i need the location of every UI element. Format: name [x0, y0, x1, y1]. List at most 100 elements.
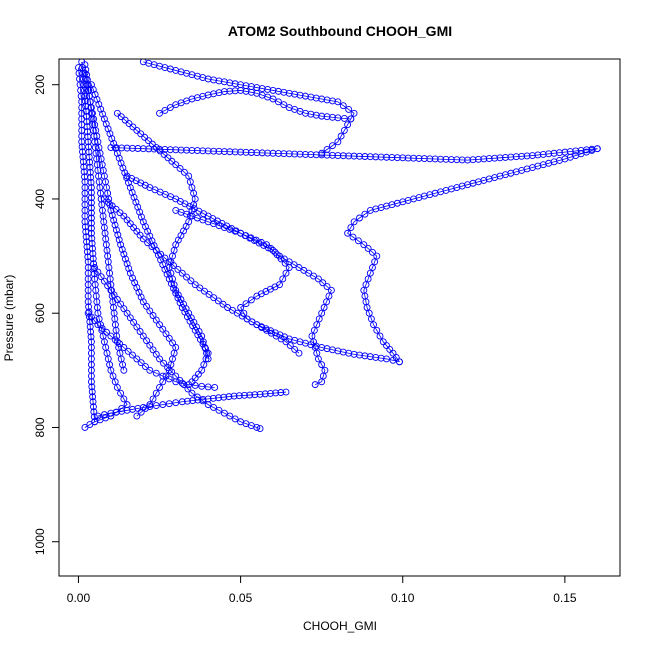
- data-point: [100, 115, 108, 123]
- data-point: [295, 349, 303, 357]
- data-point: [106, 130, 114, 138]
- data-point: [367, 315, 375, 323]
- data-point: [152, 350, 160, 358]
- data-point: [189, 397, 197, 405]
- data-point: [235, 392, 243, 400]
- data-point: [83, 76, 91, 84]
- data-point: [469, 179, 477, 187]
- data-point: [247, 149, 255, 156]
- data-point: [230, 392, 238, 400]
- data-point: [345, 349, 353, 357]
- data-point: [112, 205, 120, 213]
- data-point: [312, 111, 320, 119]
- data-point: [89, 393, 97, 401]
- data-point: [220, 409, 228, 417]
- data-point: [264, 86, 272, 93]
- data-point: [404, 154, 412, 162]
- data-point: [529, 152, 536, 159]
- data-point: [110, 304, 117, 311]
- data-point: [583, 146, 590, 154]
- data-point: [152, 402, 160, 410]
- data-point: [199, 74, 207, 82]
- data-point: [362, 281, 370, 289]
- data-point: [107, 409, 115, 417]
- data-point: [176, 165, 184, 172]
- data-point: [183, 397, 191, 405]
- data-point: [210, 294, 218, 302]
- data-point: [344, 121, 352, 129]
- data-point: [142, 363, 149, 370]
- data-point: [139, 332, 147, 340]
- data-point: [226, 412, 234, 420]
- data-point: [464, 156, 472, 164]
- data-point: [123, 406, 131, 414]
- data-point: [474, 155, 482, 163]
- data-point: [100, 218, 108, 226]
- data-point: [237, 148, 245, 156]
- data-point: [143, 302, 151, 310]
- data-point: [311, 381, 319, 389]
- data-point: [146, 307, 154, 315]
- data-point: [89, 398, 97, 406]
- data-point: [91, 317, 99, 325]
- data-point: [99, 166, 107, 174]
- data-point: [340, 126, 348, 134]
- x-tick-label: 0.15: [553, 591, 577, 605]
- data-point: [182, 305, 190, 313]
- data-point: [106, 361, 114, 369]
- data-point: [191, 281, 199, 289]
- data-point: [203, 349, 211, 357]
- data-point: [323, 96, 331, 104]
- data-point: [112, 408, 120, 416]
- data-point: [124, 347, 132, 355]
- data-point: [220, 78, 228, 86]
- data-point: [396, 358, 403, 366]
- data-point: [285, 264, 293, 271]
- data-point: [313, 349, 321, 357]
- data-point: [215, 77, 223, 85]
- data-point: [87, 104, 95, 112]
- x-tick-label: 0.05: [229, 591, 253, 605]
- data-point: [258, 149, 266, 157]
- data-point: [242, 87, 250, 95]
- data-point: [442, 155, 450, 163]
- data-point: [118, 245, 126, 253]
- data-point: [136, 328, 144, 335]
- data-point: [167, 193, 175, 201]
- data-point: [104, 125, 112, 133]
- data-point: [136, 231, 144, 239]
- data-point: [219, 300, 227, 308]
- data-point: [193, 147, 201, 155]
- data-point: [389, 356, 397, 364]
- data-point: [85, 308, 93, 316]
- data-point: [319, 279, 327, 287]
- data-point: [87, 328, 95, 336]
- data-point: [200, 361, 208, 369]
- data-point: [360, 241, 368, 249]
- data-point: [372, 205, 380, 213]
- data-point: [87, 199, 95, 207]
- data-point: [200, 210, 207, 218]
- data-point: [113, 109, 121, 117]
- data-point: [106, 275, 114, 283]
- data-point: [94, 412, 102, 420]
- data-point: [86, 323, 94, 331]
- data-point: [339, 102, 347, 110]
- data-point: [90, 132, 98, 140]
- data-point: [383, 355, 390, 363]
- data-point: [133, 412, 141, 420]
- data-point: [165, 400, 173, 408]
- x-axis-label: CHOOH_GMI: [303, 619, 377, 633]
- data-point: [281, 259, 289, 267]
- data-point: [364, 275, 372, 283]
- data-point: [146, 401, 154, 409]
- data-point: [129, 144, 136, 152]
- chart-title: ATOM2 Southbound CHOOH_GMI: [228, 23, 452, 39]
- data-point: [120, 395, 128, 403]
- data-point: [469, 156, 477, 164]
- data-point: [178, 379, 186, 387]
- data-point: [282, 269, 290, 277]
- data-point: [156, 147, 164, 155]
- data-point: [485, 155, 493, 163]
